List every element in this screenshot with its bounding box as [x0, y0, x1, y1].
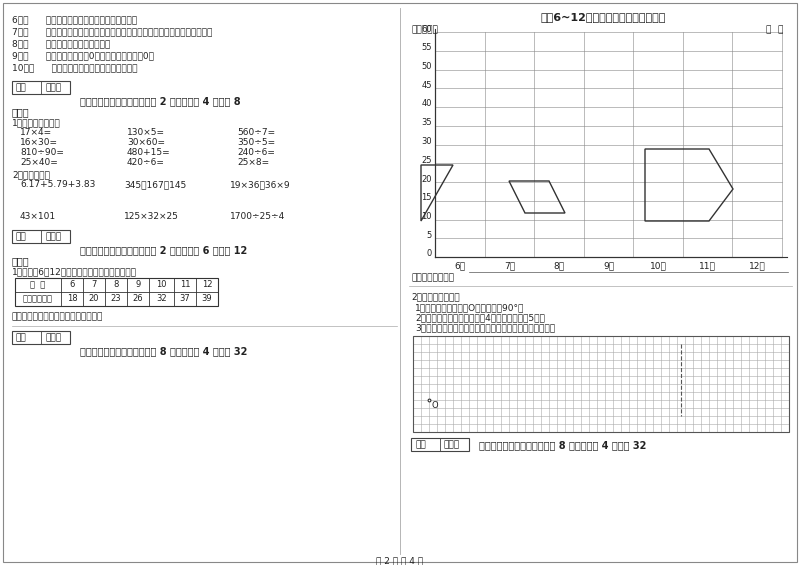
Text: 2．将平行四边形先向下平移4格，再向右平移5格．: 2．将平行四边形先向下平移4格，再向右平移5格．: [415, 313, 545, 322]
Text: 30: 30: [422, 137, 432, 146]
Text: 20: 20: [89, 294, 99, 303]
Text: 2．简便计算．: 2．简便计算．: [12, 170, 50, 179]
Text: 五、认真思考，综合能力（共 2 小题，每题 6 分，共 12: 五、认真思考，综合能力（共 2 小题，每题 6 分，共 12: [80, 245, 247, 255]
Text: 32: 32: [156, 294, 167, 303]
Text: 评卷人: 评卷人: [45, 232, 61, 241]
Text: 9: 9: [135, 280, 141, 289]
Text: 480+15=: 480+15=: [127, 148, 170, 157]
Text: O: O: [431, 401, 438, 410]
Text: 45: 45: [422, 81, 432, 90]
Text: 16×30=: 16×30=: [20, 138, 58, 147]
Text: 23: 23: [110, 294, 122, 303]
Text: 6．（      ）一个数不是因数（素数）就是合数．: 6．（ ）一个数不是因数（素数）就是合数．: [12, 15, 137, 24]
Text: 37: 37: [180, 294, 190, 303]
Text: 12岁: 12岁: [749, 261, 766, 270]
Text: 2．操作与探索题．: 2．操作与探索题．: [411, 292, 460, 301]
Text: 5: 5: [426, 231, 432, 240]
Text: 345－167－145: 345－167－145: [124, 180, 186, 189]
Text: 9．（      ）被除数的末尾有0，商的末尾也一定有0．: 9．（ ）被除数的末尾有0，商的末尾也一定有0．: [12, 51, 154, 60]
Text: 3．画出右边的图形的另一半，使它成为一个轴对称图形．: 3．画出右边的图形的另一半，使它成为一个轴对称图形．: [415, 323, 555, 332]
Text: 125×32×25: 125×32×25: [124, 212, 179, 221]
Text: 350÷5=: 350÷5=: [237, 138, 275, 147]
Text: 得分: 得分: [16, 232, 26, 241]
Bar: [12, 81, 70, 94]
Text: 560÷7=: 560÷7=: [237, 128, 275, 137]
Text: 从表中我发现了：: 从表中我发现了：: [411, 273, 454, 282]
Text: 12: 12: [202, 280, 212, 289]
Text: 年: 年: [765, 25, 770, 34]
Bar: [413, 336, 789, 432]
Text: 根据表中的数据，完成下面的统计图．: 根据表中的数据，完成下面的统计图．: [12, 312, 103, 321]
Text: 得分: 得分: [16, 333, 26, 342]
Text: 8: 8: [114, 280, 118, 289]
Text: 年  龄: 年 龄: [30, 280, 46, 289]
Text: 分）．: 分）．: [12, 256, 30, 266]
Text: 10．（      ）一个数的因数和倍数都有无数个．: 10．（ ）一个数的因数和倍数都有无数个．: [12, 63, 138, 72]
Text: 7: 7: [91, 280, 97, 289]
Text: 六、应用知识，解决问题（共 8 小题，每题 4 分，共 32: 六、应用知识，解决问题（共 8 小题，每题 4 分，共 32: [479, 440, 646, 450]
Text: 评卷人: 评卷人: [45, 83, 61, 92]
Text: 43×101: 43×101: [20, 212, 56, 221]
Text: 10: 10: [156, 280, 166, 289]
Text: 39: 39: [202, 294, 212, 303]
Text: 1．直接写出得数．: 1．直接写出得数．: [12, 118, 61, 127]
Text: 130×5=: 130×5=: [127, 128, 165, 137]
Text: 第 2 页 共 4 页: 第 2 页 共 4 页: [377, 556, 423, 565]
Text: 6.17+5.79+3.83: 6.17+5.79+3.83: [20, 180, 95, 189]
Text: 10: 10: [422, 212, 432, 221]
Text: 分）．: 分）．: [12, 107, 30, 117]
Text: 18: 18: [66, 294, 78, 303]
Text: 55: 55: [422, 44, 432, 52]
Text: 9岁: 9岁: [603, 261, 614, 270]
Text: 得分: 得分: [415, 440, 426, 449]
Text: 8．（      ）准确数一定大于近似数．: 8．（ ）准确数一定大于近似数．: [12, 39, 110, 48]
Text: 1．将下图三角形绕点O顺时针旋转90°．: 1．将下图三角形绕点O顺时针旋转90°．: [415, 303, 524, 312]
Text: 10岁: 10岁: [650, 261, 666, 270]
Text: 7岁: 7岁: [504, 261, 515, 270]
Text: 6: 6: [70, 280, 74, 289]
Text: 19×36－36×9: 19×36－36×9: [230, 180, 290, 189]
Text: 得分: 得分: [16, 83, 26, 92]
Text: 26: 26: [133, 294, 143, 303]
Text: 体重（千克）: 体重（千克）: [23, 294, 53, 303]
Text: 6岁: 6岁: [454, 261, 466, 270]
Text: 420÷6=: 420÷6=: [127, 158, 165, 167]
Text: 25×40=: 25×40=: [20, 158, 58, 167]
Text: 20: 20: [422, 175, 432, 184]
Text: 25: 25: [422, 156, 432, 165]
Text: 8岁: 8岁: [554, 261, 565, 270]
Text: 月: 月: [778, 25, 783, 34]
Text: 810÷90=: 810÷90=: [20, 148, 64, 157]
Text: 评卷人: 评卷人: [444, 440, 460, 449]
Text: 7．（      ）所有等边三角形一定是等腰三角形，等腰三角形一定是锐角三角形．: 7．（ ）所有等边三角形一定是等腰三角形，等腰三角形一定是锐角三角形．: [12, 27, 212, 36]
Bar: [12, 331, 70, 344]
Text: 25×8=: 25×8=: [237, 158, 269, 167]
Text: 1．芳芳在6到12岁每年的生日测得体重如下表．: 1．芳芳在6到12岁每年的生日测得体重如下表．: [12, 267, 137, 276]
Bar: [411, 438, 469, 451]
Text: 50: 50: [422, 62, 432, 71]
Bar: [15, 278, 218, 306]
Bar: [12, 230, 70, 243]
Text: 35: 35: [422, 118, 432, 127]
Text: 六、应用知识，解决问题（共 8 小题，每题 4 分，共 32: 六、应用知识，解决问题（共 8 小题，每题 4 分，共 32: [80, 346, 247, 356]
Text: 四、看清题目，细心计算（共 2 小题，每题 4 分，共 8: 四、看清题目，细心计算（共 2 小题，每题 4 分，共 8: [80, 96, 241, 106]
Text: 240÷6=: 240÷6=: [237, 148, 275, 157]
Text: 11岁: 11岁: [699, 261, 716, 270]
Text: 0: 0: [426, 250, 432, 259]
Text: 60: 60: [422, 24, 432, 33]
Text: 15: 15: [422, 193, 432, 202]
Text: 11: 11: [180, 280, 190, 289]
Text: 评卷人: 评卷人: [45, 333, 61, 342]
Text: 40: 40: [422, 99, 432, 108]
Text: 17×4=: 17×4=: [20, 128, 52, 137]
Text: 1700÷25÷4: 1700÷25÷4: [230, 212, 286, 221]
Text: 30×60=: 30×60=: [127, 138, 165, 147]
Text: 芳芳6~12岁每年生日体重情况统计图: 芳芳6~12岁每年生日体重情况统计图: [541, 12, 666, 22]
Text: 单位：千克: 单位：千克: [411, 25, 438, 34]
